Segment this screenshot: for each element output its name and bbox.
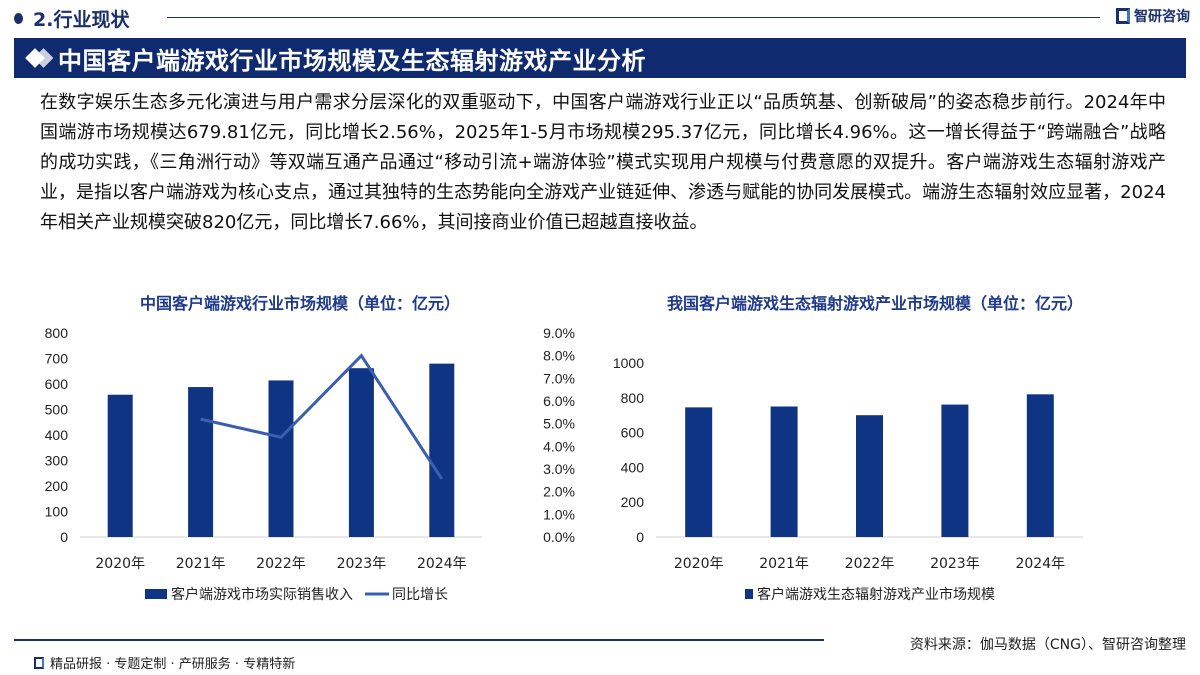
- logo-icon: [34, 656, 44, 669]
- x-tick-label: 2023年: [930, 556, 980, 572]
- section-title: 2.行业现状: [33, 8, 130, 31]
- y-tick-label: 200: [621, 494, 645, 510]
- y2-tick-label: 4.0%: [543, 438, 575, 454]
- x-tick-label: 2024年: [417, 556, 467, 572]
- y-tick-label: 500: [45, 402, 69, 418]
- logo-icon: [1116, 8, 1130, 24]
- y2-tick-label: 5.0%: [543, 416, 575, 432]
- bar: [348, 368, 374, 537]
- y-tick-label: 400: [621, 459, 645, 475]
- legend-swatch: [745, 589, 753, 599]
- bar: [770, 406, 798, 537]
- y2-tick-label: 6.0%: [543, 393, 575, 409]
- divider: [167, 17, 1100, 18]
- bar: [429, 363, 455, 537]
- chart1-title: 中国客户端游戏行业市场规模（单位：亿元）: [139, 294, 460, 313]
- brand-name: 智研咨询: [1134, 9, 1190, 25]
- section-header: 2.行业现状: [14, 6, 130, 31]
- legend-label: 客户端游戏生态辐射游戏产业市场规模: [757, 586, 995, 603]
- x-tick-label: 2023年: [337, 556, 387, 572]
- x-tick-label: 2022年: [256, 556, 306, 572]
- page-title: 中国客户端游戏行业市场规模及生态辐射游戏产业分析: [58, 46, 646, 75]
- y-tick-label: 200: [45, 478, 69, 494]
- x-tick-label: 2021年: [759, 556, 809, 572]
- growth-line: [200, 353, 444, 480]
- x-tick-label: 2024年: [1015, 556, 1065, 572]
- bar: [268, 380, 294, 537]
- title-banner: 中国客户端游戏行业市场规模及生态辐射游戏产业分析: [14, 38, 1186, 78]
- y2-tick-label: 2.0%: [543, 484, 575, 500]
- bar: [1026, 394, 1054, 537]
- y-tick-label: 700: [45, 351, 69, 367]
- footer-divider: [14, 639, 824, 641]
- slogan-text: 精品研报 · 专题定制 · 产研服务 · 专精特新: [50, 657, 296, 672]
- x-tick-label: 2020年: [95, 556, 145, 572]
- y-tick-label: 1000: [613, 355, 644, 371]
- footer-slogan: 精品研报 · 专题定制 · 产研服务 · 专精特新: [34, 653, 295, 672]
- bar: [188, 387, 214, 537]
- brand-logo: 智研咨询: [1116, 6, 1190, 26]
- y2-tick-label: 7.0%: [543, 370, 575, 386]
- legend-swatch: [145, 589, 167, 599]
- x-tick-label: 2022年: [845, 556, 895, 572]
- legend-label: 同比增长: [392, 587, 448, 603]
- legend-label: 客户端游戏市场实际销售收入: [171, 586, 353, 603]
- y-tick-label: 400: [45, 427, 69, 443]
- source-note: 资料来源：伽马数据（CNG）、智研咨询整理: [909, 637, 1186, 653]
- body-paragraph: 在数字娱乐生态多元化演进与用户需求分层深化的双重驱动下，中国客户端游戏行业正以“…: [40, 92, 1166, 233]
- y2-tick-label: 8.0%: [543, 348, 575, 364]
- y-tick-label: 300: [45, 453, 69, 469]
- x-tick-label: 2020年: [674, 556, 724, 572]
- y-tick-label: 800: [621, 390, 645, 406]
- bar: [685, 407, 713, 537]
- bar: [107, 394, 133, 537]
- y-tick-label: 0: [636, 529, 644, 545]
- x-tick-label: 2021年: [176, 556, 226, 572]
- y-tick-label: 0: [60, 529, 68, 545]
- chart2-title: 我国客户端游戏生态辐射游戏产业市场规模（单位：亿元）: [666, 294, 1083, 313]
- bullet-icon: [14, 12, 23, 24]
- y-tick-label: 800: [45, 325, 69, 341]
- y-tick-label: 100: [45, 504, 69, 520]
- y-tick-label: 600: [45, 376, 69, 392]
- y2-tick-label: 1.0%: [543, 506, 575, 522]
- y-tick-label: 600: [621, 425, 645, 441]
- y2-tick-label: 3.0%: [543, 461, 575, 477]
- y2-tick-label: 9.0%: [543, 325, 575, 341]
- bar: [856, 415, 883, 537]
- bar: [941, 404, 969, 537]
- y2-tick-label: 0.0%: [543, 529, 575, 545]
